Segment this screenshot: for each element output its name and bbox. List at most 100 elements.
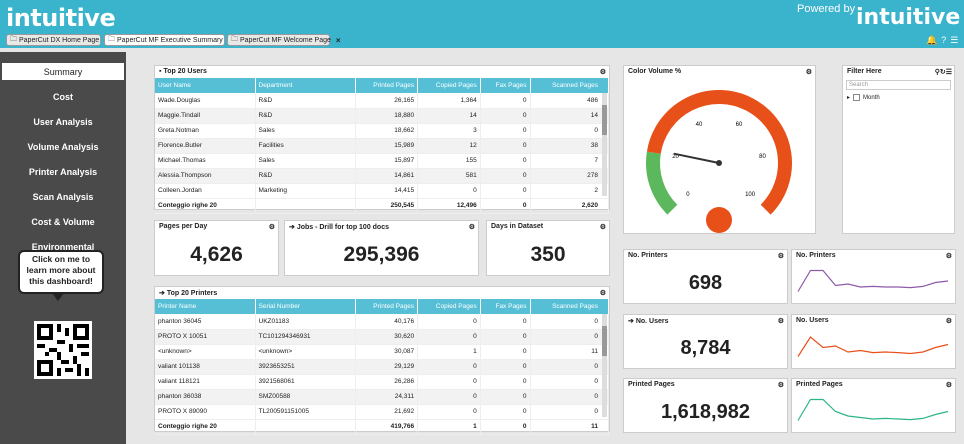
help-callout[interactable]: Click on me to learn more about this das…: [18, 250, 104, 301]
panel-header: ▪ Top 20 Users ⚙: [155, 66, 609, 78]
gauge-chart: 0 20 40 60 80 100: [646, 90, 792, 233]
column-header[interactable]: Department: [255, 78, 356, 93]
drill-icon[interactable]: ➔: [628, 318, 636, 325]
gear-icon[interactable]: ⚙: [805, 69, 812, 76]
table-cell: 1: [417, 344, 481, 360]
brand-logo-right: intuitive: [856, 5, 961, 30]
table-cell: 0: [417, 314, 481, 330]
gear-icon[interactable]: ⚙: [777, 318, 784, 325]
column-header[interactable]: Scanned Pages: [530, 299, 610, 314]
sidebar-item-scan-analysis[interactable]: Scan Analysis: [32, 191, 94, 202]
tab-dx-home[interactable]: 🗀 PaperCut DX Home Page ×: [6, 34, 109, 46]
table-row[interactable]: Michael.Thomas Sales 15,897 155 0 7: [155, 153, 610, 169]
filter-panel: Filter Here ⚲↻☰ Search ▸ Month: [842, 65, 955, 234]
checkbox[interactable]: [853, 94, 861, 101]
table-cell: 0: [530, 314, 610, 330]
filter-tools-icon[interactable]: ⚲↻☰: [934, 69, 952, 76]
sidebar-item-environmental[interactable]: Environmental: [31, 241, 95, 252]
table-row[interactable]: Alessia.Thompson R&D 14,861 581 0 278: [155, 168, 610, 184]
gear-icon[interactable]: ⚙: [777, 253, 784, 260]
help-icon[interactable]: ?: [941, 35, 947, 45]
sidebar-item-summary[interactable]: Summary: [2, 63, 124, 80]
qr-code-icon: [37, 324, 89, 376]
table-row[interactable]: Florence.Butler Facilities 15,989 12 0 38: [155, 138, 610, 154]
drill-icon[interactable]: ➔: [289, 224, 297, 231]
panel-title: Printed Pages: [796, 381, 843, 388]
table-footer: Conteggio righe 20 419,766 1 0 11: [155, 418, 610, 435]
gauge-tick-label: 0: [686, 192, 690, 198]
filter-search-input[interactable]: Search: [846, 80, 951, 90]
jobs-drill-panel: ➔ Jobs - Drill for top 100 docs ⚙ 295,396: [284, 220, 479, 276]
top-bar: intuitive Powered by intuitive 🗀 PaperCu…: [0, 0, 964, 48]
sidebar-item-cost-volume[interactable]: Cost & Volume: [31, 216, 95, 227]
table-row[interactable]: Maggie.Tindall R&D 18,880 14 0 14: [155, 108, 610, 124]
gear-icon[interactable]: ⚙: [599, 69, 606, 76]
no-users-panel: ➔ No. Users ⚙ 8,784: [623, 314, 788, 369]
bell-icon[interactable]: 🔔: [926, 35, 938, 45]
table-row[interactable]: phanton 36045 UKZ01183 40,176 0 0 0: [155, 314, 610, 330]
gear-icon[interactable]: ⚙: [945, 253, 952, 260]
sidebar-item-user-analysis[interactable]: User Analysis: [33, 116, 93, 127]
table-cell: R&D: [255, 93, 356, 109]
qr-code[interactable]: [34, 321, 92, 379]
gear-icon[interactable]: ⚙: [945, 382, 952, 389]
menu-icon[interactable]: ☰: [950, 35, 959, 45]
tab-mf-welcome[interactable]: 🗀 PaperCut MF Welcome Page ×: [227, 34, 341, 46]
gear-icon[interactable]: ⚙: [599, 290, 606, 297]
table-cell: 0: [417, 389, 481, 405]
table-row[interactable]: phanton 36038 SMZ00588 24,311 0 0 0: [155, 389, 610, 405]
table-cell: 30,620: [355, 329, 419, 345]
column-header[interactable]: Serial Number: [255, 299, 356, 314]
table-cell: 0: [417, 404, 481, 420]
sparkline-series: [797, 398, 949, 421]
gear-icon[interactable]: ⚙: [945, 318, 952, 325]
table-cell: 3: [417, 123, 481, 139]
folder-icon: 🗀: [108, 35, 115, 43]
gear-icon[interactable]: ⚙: [468, 224, 475, 231]
table-row[interactable]: PROTO X 89090 TL200591151005 21,692 0 0 0: [155, 404, 610, 420]
column-header[interactable]: Copied Pages: [417, 78, 481, 93]
kpi-value: 8,784: [680, 337, 731, 359]
column-header[interactable]: Copied Pages: [417, 299, 481, 314]
column-header[interactable]: User Name: [155, 78, 256, 93]
gear-icon[interactable]: ⚙: [599, 224, 606, 231]
scrollbar[interactable]: [602, 314, 607, 417]
sidebar-item-printer-analysis[interactable]: Printer Analysis: [28, 166, 98, 177]
sidebar-item-volume-analysis[interactable]: Volume Analysis: [27, 141, 99, 152]
expand-icon[interactable]: ▸: [847, 95, 851, 101]
filter-tree-item[interactable]: ▸ Month: [843, 92, 954, 103]
sidebar-item-cost[interactable]: Cost: [53, 91, 73, 102]
gear-icon[interactable]: ⚙: [777, 382, 784, 389]
table-row[interactable]: Wade.Douglas R&D 26,165 1,364 0 486: [155, 93, 610, 109]
scrollbar[interactable]: [602, 93, 607, 196]
table-row[interactable]: valiant 118121 3921568061 26,286 0 0 0: [155, 374, 610, 390]
table-row[interactable]: Colleen.Jordan Marketing 14,415 0 0 2: [155, 183, 610, 199]
table-cell: Marketing: [255, 183, 356, 199]
column-header[interactable]: Fax Pages: [480, 299, 531, 314]
column-header[interactable]: Printed Pages: [355, 78, 419, 93]
printed-pages-panel: Printed Pages ⚙ 1,618,982: [623, 378, 788, 433]
close-icon[interactable]: ×: [335, 35, 341, 45]
table-row[interactable]: <unknown> <unknown> 30,087 1 0 11: [155, 344, 610, 360]
sparkline-series: [797, 336, 949, 357]
panel-title: Top 20 Printers: [166, 290, 218, 297]
column-header[interactable]: Printer Name: [155, 299, 256, 314]
table-cell: 29,129: [355, 359, 419, 375]
table-cell: PROTO X 10051: [155, 329, 256, 345]
gear-icon[interactable]: ⚙: [268, 224, 275, 231]
table-row[interactable]: valiant 101138 3923653251 29,129 0 0 0: [155, 359, 610, 375]
table-cell: Greta.Notman: [155, 123, 256, 139]
panel-title: Pages per Day: [159, 223, 208, 230]
table-cell: 1,364: [417, 93, 481, 109]
table-row[interactable]: PROTO X 10051 TC101294346931 30,620 0 0 0: [155, 329, 610, 345]
gauge-tick-label: 80: [759, 154, 766, 160]
panel-title: Jobs - Drill for top 100 docs: [296, 224, 389, 231]
column-header[interactable]: Scanned Pages: [530, 78, 610, 93]
column-header[interactable]: Printed Pages: [355, 299, 419, 314]
table-cell: 0: [480, 183, 531, 199]
table-cell: 0: [530, 329, 610, 345]
table-row[interactable]: Greta.Notman Sales 18,662 3 0 0: [155, 123, 610, 139]
column-header[interactable]: Fax Pages: [480, 78, 531, 93]
table-cell: 2: [530, 183, 610, 199]
tab-mf-executive-summary[interactable]: 🗀 PaperCut MF Executive Summary ×: [104, 34, 232, 46]
